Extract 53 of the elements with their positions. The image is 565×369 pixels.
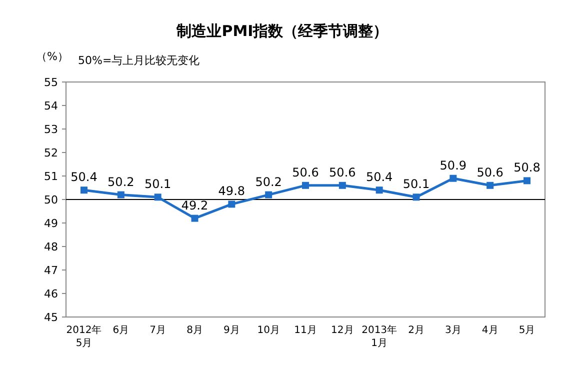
y-tick-label: 52 [44,146,58,160]
data-label: 49.8 [218,184,246,198]
point [376,186,383,194]
point [80,186,88,194]
y-tick-label: 45 [44,311,58,324]
x-tick-label: 2月 [408,325,424,336]
point [450,174,457,182]
data-label: 50.9 [440,158,467,172]
y-tick-label: 46 [44,288,58,300]
y-tick-label: 51 [44,170,58,183]
data-label: 50.4 [70,170,98,184]
data-label: 50.6 [329,165,356,180]
data-label: 50.2 [255,174,282,189]
x-tick-label: 5月 [518,325,536,336]
x-tick-label: 3月 [444,325,462,336]
x-tick-label: 9月 [223,325,240,336]
point [265,191,272,198]
point [302,182,309,189]
data-label: 50.4 [366,170,393,184]
point [412,194,420,201]
x-tick-label: 6月 [112,325,130,336]
data-label: 50.1 [144,177,172,192]
x-tick-label: 11月 [294,325,317,336]
data-label: 50.2 [108,174,134,189]
point [191,214,198,222]
point [486,182,494,189]
x-tick-label: 8月 [186,325,203,336]
point [154,194,162,201]
point [524,177,530,184]
data-label: 50.1 [402,177,430,192]
data-label: 50.6 [292,165,319,180]
text: 50%=与上月比较无变化 [78,54,200,67]
chart-title: 制造业PMI指数（经季节调整） [176,22,388,40]
x-tick-label: 4月 [482,325,498,336]
y-tick-label: 48 [44,240,58,254]
data-label: 50.8 [514,160,540,175]
point [338,182,346,189]
x-tick-label: 7月 [150,325,166,336]
x-tick-label: 10月 [257,325,280,336]
x-tick-label: 2013年 1月 [362,324,398,349]
y-tick-label: 54 [44,100,58,112]
data-label: 49.2 [181,198,208,212]
y-tick-label: 47 [44,264,58,277]
point [228,200,236,208]
x-tick-label: 12月 [331,325,354,336]
x-tick-label: 2012年 5月 [66,324,102,349]
y-axis-title: （%） [36,50,68,63]
point [117,191,124,198]
data-label: 50.6 [476,165,504,180]
y-tick-label: 49 [44,217,58,230]
y-tick-label: 55 [44,76,58,89]
y-tick-label: 53 [44,123,58,136]
y-tick-label: 50 [44,194,58,206]
